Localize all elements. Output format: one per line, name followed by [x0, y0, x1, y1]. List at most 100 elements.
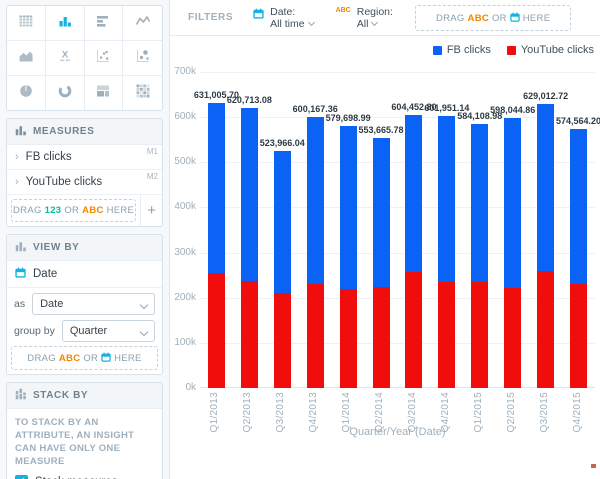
- vis-type-column-chart-selected[interactable]: [45, 6, 85, 41]
- vis-type-scatter-plot[interactable]: [84, 41, 124, 76]
- youtube-clicks-segment[interactable]: [438, 281, 456, 388]
- date-dimension-select[interactable]: Date: [32, 293, 155, 315]
- vis-type-line-chart[interactable]: [123, 6, 162, 41]
- chevron-down-icon: [139, 300, 149, 310]
- bar-q2-2013[interactable]: [240, 107, 258, 388]
- y-axis-tick-label: 700k: [174, 66, 196, 77]
- vis-type-donut-chart[interactable]: [46, 76, 85, 110]
- youtube-clicks-segment[interactable]: [273, 293, 291, 388]
- stack-measures-checkbox[interactable]: ✓ Stack measures: [7, 468, 162, 479]
- bar-total-label: 620,713.08: [226, 94, 272, 105]
- chevron-right-icon[interactable]: ›: [15, 175, 19, 188]
- measure-label: FB clicks: [25, 151, 72, 163]
- vis-type-pie-chart[interactable]: [7, 76, 46, 110]
- granularity-select[interactable]: Quarter: [61, 320, 155, 342]
- add-measure-button[interactable]: +: [140, 195, 162, 226]
- treemap-icon: [95, 83, 111, 104]
- measures-dropzone-row: DRAG 123 OR ABC HERE +: [7, 195, 162, 226]
- vis-type-bubble-chart[interactable]: [123, 41, 162, 76]
- youtube-clicks-segment[interactable]: [537, 271, 555, 388]
- fb-clicks-segment[interactable]: [471, 124, 489, 282]
- vis-type-heatmap[interactable]: [123, 76, 162, 110]
- bar-q1-2013[interactable]: [207, 103, 225, 388]
- region-filter-label: Region:: [356, 5, 393, 18]
- chart-legend: FB clicks YouTube clicks: [432, 44, 594, 56]
- fb-clicks-segment[interactable]: [273, 151, 291, 294]
- legend-label: FB clicks: [446, 44, 491, 56]
- vis-type-bar-chart[interactable]: [84, 6, 124, 41]
- view-by-dropzone-row: DRAG ABC OR HERE: [7, 342, 162, 374]
- y-axis-tick-label: 200k: [174, 292, 196, 303]
- measure-item-fb-clicks[interactable]: › FB clicks M1: [7, 145, 162, 170]
- fb-clicks-segment[interactable]: [339, 126, 357, 290]
- y-axis-tick-label: 600k: [174, 111, 196, 122]
- date-filter-value: All time: [270, 17, 305, 30]
- youtube-clicks-segment[interactable]: [405, 271, 423, 388]
- region-filter[interactable]: ABC Region: All: [336, 6, 393, 30]
- legend-item-fb-clicks[interactable]: FB clicks: [432, 44, 491, 56]
- vis-type-area-chart[interactable]: [7, 41, 46, 76]
- fb-clicks-segment[interactable]: [504, 118, 522, 289]
- gridline: [200, 72, 595, 73]
- fb-clicks-segment[interactable]: [438, 116, 456, 282]
- fb-clicks-segment[interactable]: [207, 103, 225, 273]
- date-dimension-row: as Date: [7, 288, 162, 315]
- gridline: [200, 343, 595, 344]
- view-by-item-date[interactable]: Date: [7, 261, 162, 288]
- youtube-clicks-segment[interactable]: [471, 281, 489, 388]
- y-axis-tick-label: 0k: [185, 382, 196, 393]
- vis-type-treemap[interactable]: [85, 76, 124, 110]
- bar-q3-2015[interactable]: [537, 104, 555, 388]
- bar-q3-2013[interactable]: [273, 151, 291, 388]
- scatter-plot-icon: [95, 48, 111, 69]
- fb-clicks-segment[interactable]: [570, 128, 588, 285]
- pie-chart-icon: [18, 83, 34, 104]
- youtube-clicks-segment[interactable]: [570, 284, 588, 388]
- bar-total-label: 604,452.80: [391, 102, 437, 113]
- youtube-clicks-segment[interactable]: [240, 281, 258, 388]
- calendar-icon: [253, 6, 264, 24]
- measure-badge: M2: [146, 172, 158, 181]
- fb-clicks-segment[interactable]: [240, 107, 258, 282]
- fb-clicks-segment[interactable]: [537, 104, 555, 272]
- vis-type-table[interactable]: [7, 6, 46, 41]
- table-icon: [18, 13, 34, 34]
- view-by-section: VIEW BY Date as Date group by Quarter DR…: [6, 234, 163, 375]
- bar-q1-2015[interactable]: [471, 124, 489, 388]
- view-by-dropzone[interactable]: DRAG ABC OR HERE: [11, 346, 158, 370]
- fb-clicks-segment[interactable]: [306, 117, 324, 285]
- checkbox-checked-icon[interactable]: ✓: [15, 475, 28, 479]
- as-label: as: [14, 298, 26, 310]
- youtube-clicks-segment[interactable]: [504, 288, 522, 388]
- bar-total-label: 600,167.36: [292, 104, 338, 115]
- bar-total-label: 574,564.20: [556, 115, 600, 126]
- bar-q4-2013[interactable]: [306, 117, 324, 388]
- bar-q2-2015[interactable]: [504, 118, 522, 388]
- bar-q1-2014[interactable]: [339, 126, 357, 388]
- bar-q3-2014[interactable]: [405, 115, 423, 388]
- youtube-clicks-segment[interactable]: [207, 272, 225, 388]
- bar-q2-2014[interactable]: [372, 138, 390, 388]
- fb-clicks-segment[interactable]: [372, 138, 390, 287]
- y-axis-tick-label: 400k: [174, 201, 196, 212]
- youtube-clicks-segment[interactable]: [372, 286, 390, 388]
- measure-list: › FB clicks M1 › YouTube clicks M2: [7, 145, 162, 195]
- measures-icon: [15, 124, 27, 139]
- youtube-clicks-segment[interactable]: [306, 284, 324, 388]
- filters-dropzone[interactable]: DRAG ABC OR HERE: [414, 4, 572, 31]
- legend-item-youtube-clicks[interactable]: YouTube clicks: [506, 44, 594, 56]
- stack-by-body: TO STACK BY AN ATTRIBUTE, AN INSIGHT CAN…: [7, 409, 162, 479]
- measures-dropzone[interactable]: DRAG 123 OR ABC HERE: [11, 199, 137, 222]
- fb-clicks-segment[interactable]: [405, 115, 423, 272]
- date-filter[interactable]: Date: All time: [253, 6, 315, 30]
- chevron-right-icon[interactable]: ›: [15, 150, 19, 163]
- bar-q4-2015[interactable]: [570, 128, 588, 388]
- stack-measures-label: Stack measures: [35, 476, 117, 479]
- attribute-token: ABC: [467, 12, 490, 24]
- measure-item-youtube-clicks[interactable]: › YouTube clicks M2: [7, 170, 162, 195]
- vis-type-headline[interactable]: X: [45, 41, 85, 76]
- dropzone-text: OR: [491, 12, 507, 24]
- bar-q4-2014[interactable]: [438, 116, 456, 388]
- youtube-clicks-segment[interactable]: [339, 289, 357, 388]
- attribute-token: ABC: [82, 205, 104, 216]
